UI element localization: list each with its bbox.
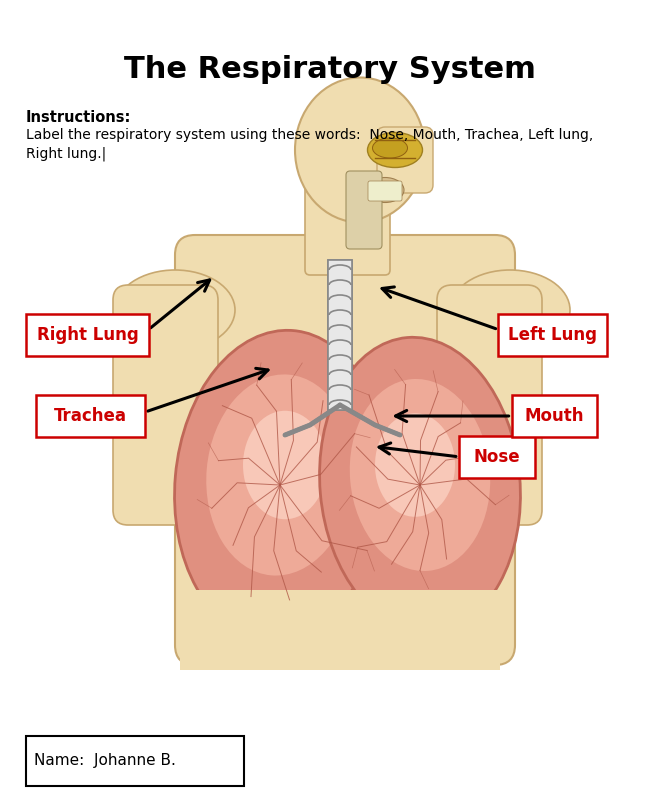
Text: Trachea: Trachea <box>54 407 127 425</box>
Ellipse shape <box>368 133 422 167</box>
Ellipse shape <box>174 330 385 640</box>
Text: Name:  Johanne B.: Name: Johanne B. <box>34 754 176 768</box>
FancyBboxPatch shape <box>346 171 382 249</box>
Ellipse shape <box>450 270 570 350</box>
Ellipse shape <box>295 78 425 222</box>
Text: Right Lung: Right Lung <box>36 326 139 344</box>
Bar <box>498 314 607 356</box>
Text: Nose: Nose <box>473 448 520 466</box>
Text: Label the respiratory system using these words:  Nose, Mouth, Trachea, Left lung: Label the respiratory system using these… <box>26 128 593 161</box>
Text: Instructions:: Instructions: <box>26 110 131 125</box>
Bar <box>512 395 597 437</box>
Ellipse shape <box>115 270 235 350</box>
FancyBboxPatch shape <box>377 127 433 193</box>
FancyBboxPatch shape <box>175 235 515 665</box>
Bar <box>459 436 535 478</box>
Bar <box>26 736 244 786</box>
Ellipse shape <box>366 178 404 202</box>
Bar <box>36 395 145 437</box>
Ellipse shape <box>207 374 354 575</box>
Ellipse shape <box>243 410 327 519</box>
FancyBboxPatch shape <box>305 165 390 275</box>
FancyBboxPatch shape <box>113 285 218 525</box>
Bar <box>328 260 352 410</box>
Text: Mouth: Mouth <box>525 407 584 425</box>
Ellipse shape <box>372 138 407 158</box>
Bar <box>328 260 352 410</box>
Ellipse shape <box>350 379 490 571</box>
FancyBboxPatch shape <box>368 181 402 201</box>
Bar <box>180 590 500 670</box>
Ellipse shape <box>375 413 455 517</box>
FancyBboxPatch shape <box>437 285 542 525</box>
Text: Left Lung: Left Lung <box>508 326 597 344</box>
Text: The Respiratory System: The Respiratory System <box>124 55 536 85</box>
Ellipse shape <box>319 338 521 633</box>
Bar <box>26 314 148 356</box>
